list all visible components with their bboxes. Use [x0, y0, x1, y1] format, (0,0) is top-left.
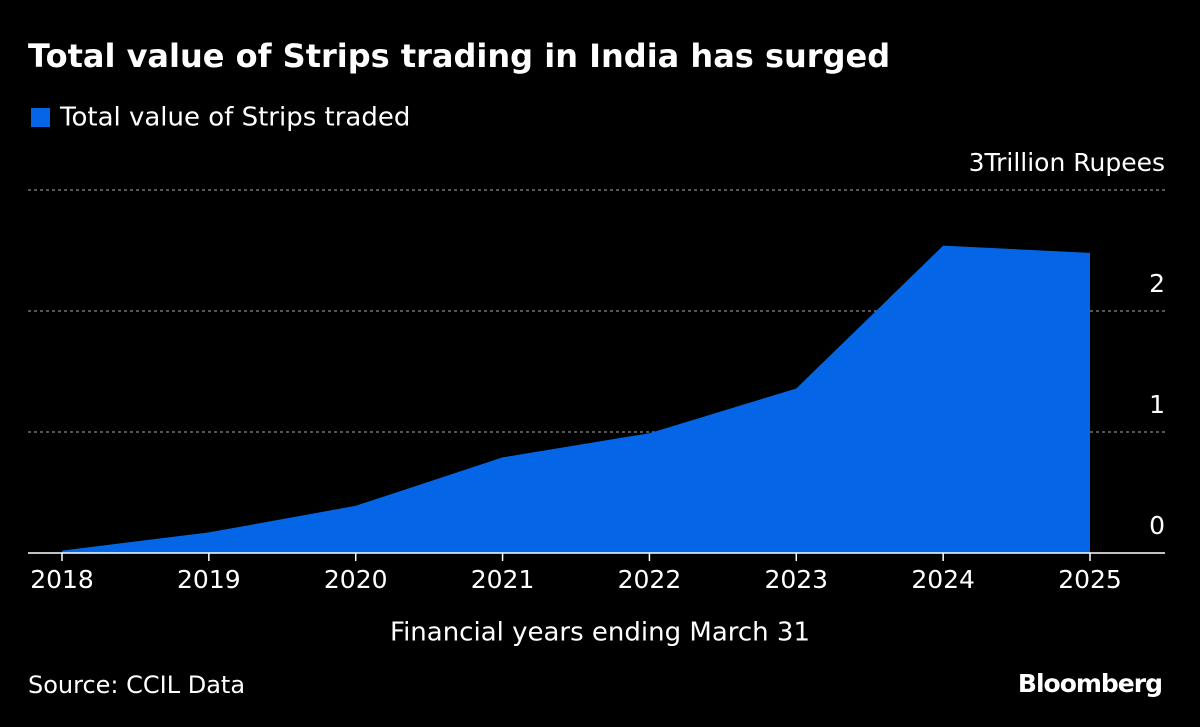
legend-swatch — [31, 108, 50, 127]
y-tick-label: 2 — [1149, 269, 1165, 298]
x-tick-label: 2020 — [324, 565, 388, 594]
x-tick-label: 2025 — [1058, 565, 1122, 594]
x-tick-label: 2019 — [177, 565, 241, 594]
legend-label: Total value of Strips traded — [59, 103, 410, 133]
x-tick-label: 2021 — [471, 565, 535, 594]
x-tick-label: 2022 — [618, 565, 682, 594]
y-tick-label: 1 — [1149, 390, 1165, 419]
source: Source: CCIL Data — [28, 671, 245, 699]
x-tick-label: 2024 — [911, 565, 975, 594]
y-tick-label: 3Trillion Rupees — [969, 148, 1165, 177]
area — [62, 245, 1090, 553]
chart-title: Total value of Strips trading in India h… — [28, 37, 890, 75]
y-tick-label: 0 — [1149, 511, 1165, 540]
x-axis-label: Financial years ending March 31 — [390, 618, 810, 648]
x-tick-label: 2023 — [764, 565, 828, 594]
x-tick-label: 2018 — [30, 565, 94, 594]
brand: Bloomberg — [1018, 669, 1162, 698]
